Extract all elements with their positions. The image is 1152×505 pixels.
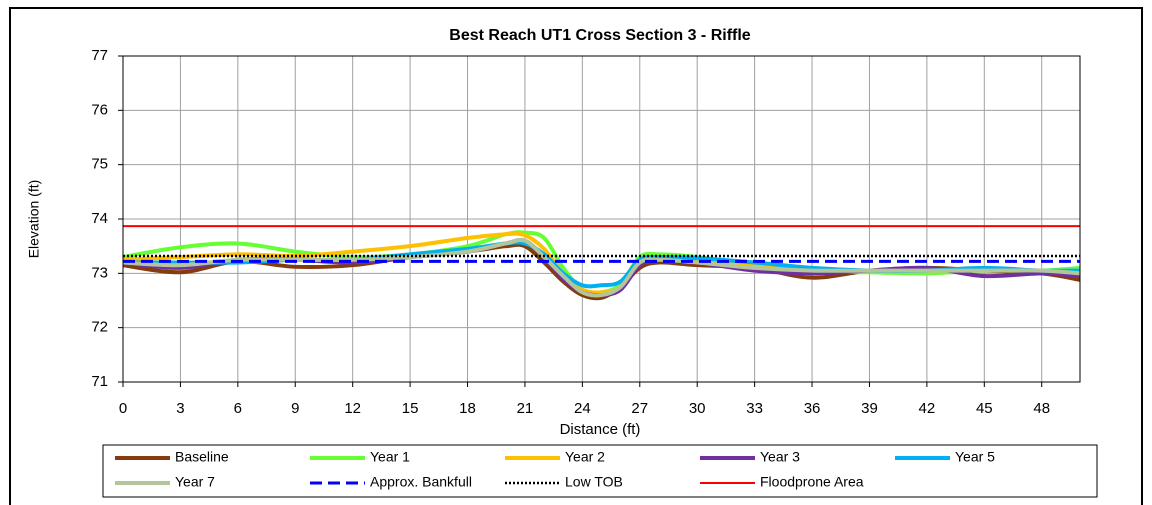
x-tick-label: 39 [861,400,878,417]
series-line [123,237,1080,298]
x-tick-label: 6 [234,400,242,417]
y-tick-label: 76 [91,101,108,118]
x-tick-label: 15 [402,400,419,417]
y-tick-label: 71 [91,373,108,390]
x-tick-label: 21 [517,400,534,417]
y-axis-label: Elevation (ft) [26,180,42,259]
legend-box [102,444,1098,498]
chart-title: Best Reach UT1 Cross Section 3 - Riffle [449,27,751,44]
y-tick-label: 75 [91,156,108,173]
x-tick-label: 45 [976,400,993,417]
legend-label: Year 2 [565,449,605,465]
y-tick-label: 77 [91,47,108,64]
plot-border [122,55,1081,383]
x-tick-label: 3 [176,400,184,417]
x-tick-label: 42 [919,400,936,417]
y-tick-label: 74 [91,210,108,227]
x-tick-label: 9 [291,400,299,417]
legend-label: Year 1 [370,449,410,465]
x-axis-label: Distance (ft) [560,421,641,438]
legend-label: Year 7 [175,474,215,490]
legend-label: Approx. Bankfull [370,474,472,490]
x-tick-label: 18 [459,400,476,417]
legend-label: Low TOB [565,474,623,490]
x-tick-label: 27 [631,400,648,417]
x-tick-label: 24 [574,400,591,417]
x-tick-label: 0 [119,400,127,417]
x-tick-label: 12 [344,400,361,417]
x-tick-label: 48 [1033,400,1050,417]
x-tick-label: 36 [804,400,821,417]
y-tick-label: 73 [91,264,108,281]
legend-label: Year 5 [955,449,995,465]
legend-label: Floodprone Area [760,474,864,490]
x-tick-label: 33 [746,400,763,417]
y-tick-label: 72 [91,319,108,336]
legend-label: Year 3 [760,449,800,465]
x-tick-label: 30 [689,400,706,417]
legend-label: Baseline [175,449,229,465]
